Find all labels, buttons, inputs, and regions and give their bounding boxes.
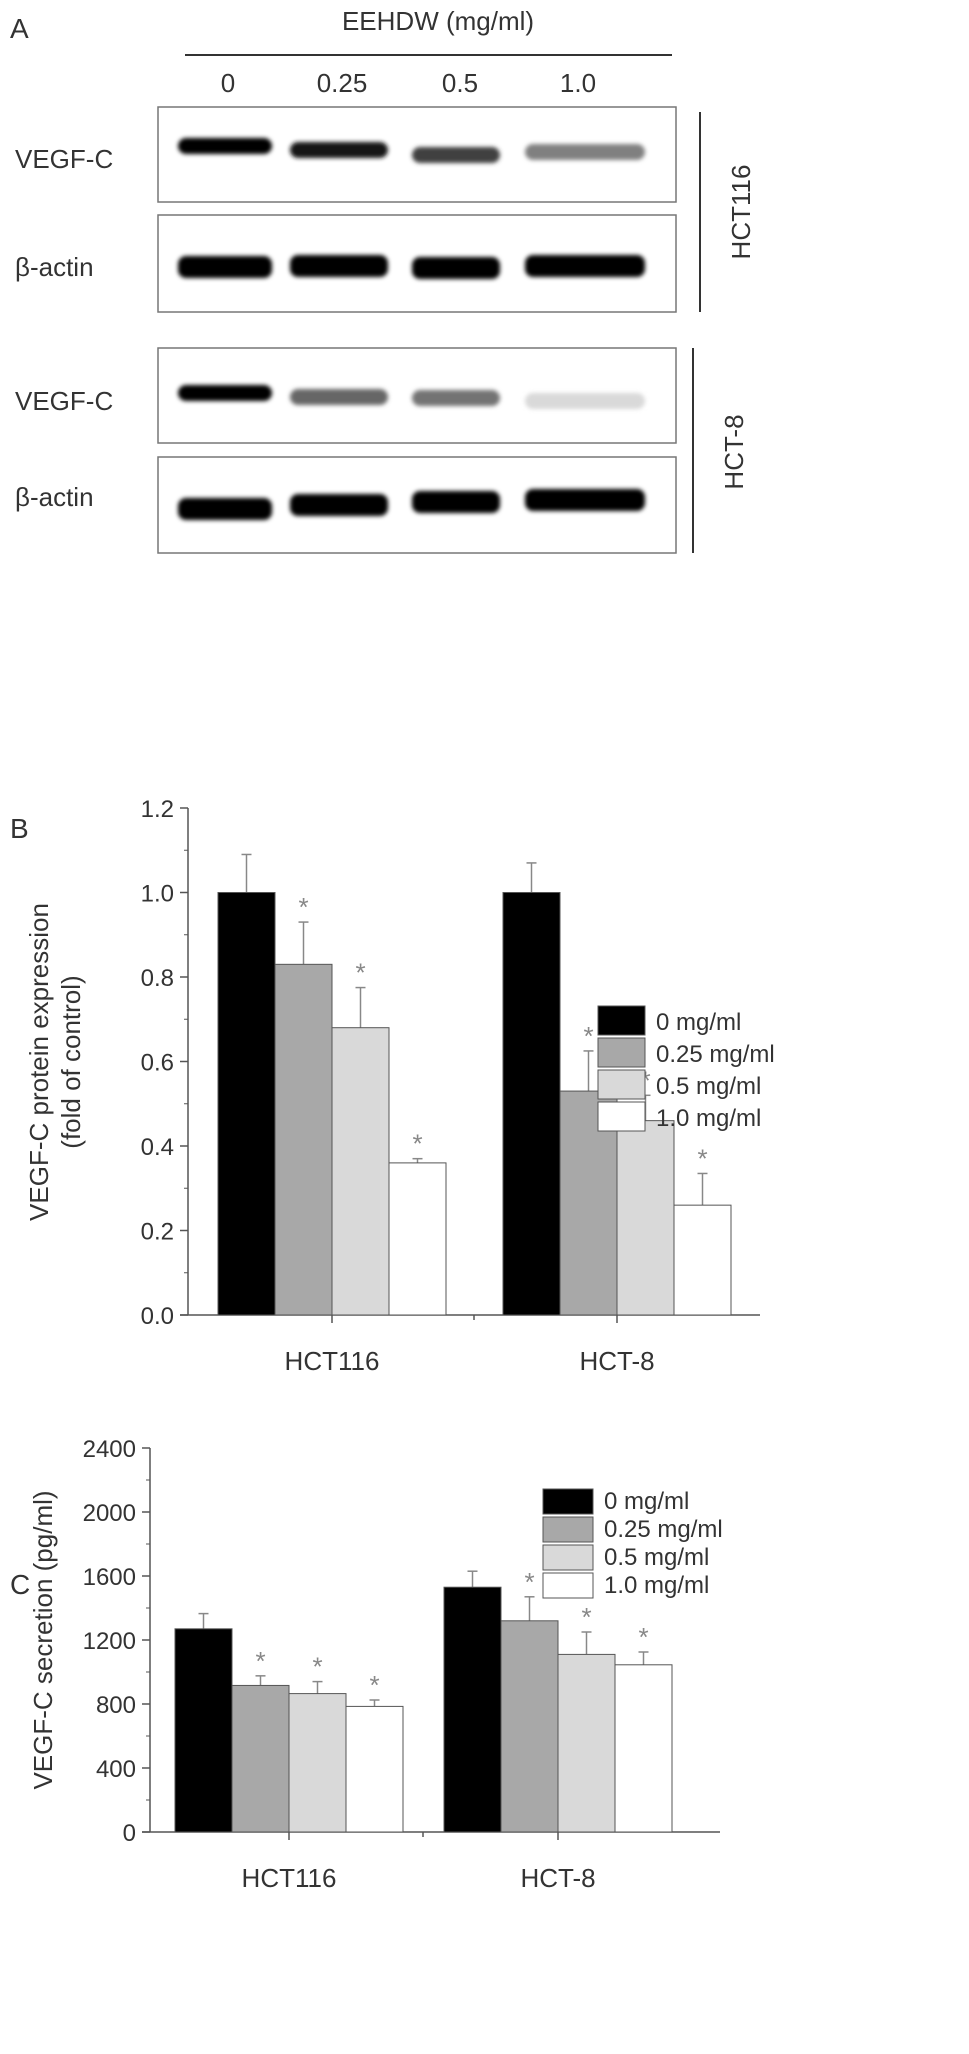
protein-band xyxy=(178,256,272,278)
significance-asterisk: * xyxy=(638,1622,648,1652)
bar xyxy=(616,1120,675,1316)
y-axis-label: VEGF-C protein expression xyxy=(24,903,54,1221)
protein-band xyxy=(412,257,500,279)
legend-label: 0.25 mg/ml xyxy=(656,1041,775,1068)
significance-asterisk: * xyxy=(583,1021,593,1051)
bar xyxy=(174,1628,233,1833)
legend-swatch xyxy=(542,1516,594,1543)
protein-band xyxy=(525,489,645,511)
legend-swatch xyxy=(542,1544,594,1571)
legend-label: 0.5 mg/ml xyxy=(604,1544,709,1571)
bar xyxy=(500,1620,559,1833)
bar xyxy=(557,1653,616,1833)
panel-a-western-blot: A EEHDW (mg/ml) 0 0.25 0.5 1.0 VEGF-C β-a… xyxy=(10,6,756,554)
legend-swatch xyxy=(597,1069,646,1100)
cell-line-label: HCT116 xyxy=(726,165,756,260)
legend-swatch xyxy=(597,1101,646,1132)
significance-asterisk: * xyxy=(524,1567,534,1597)
legend-label: 1.0 mg/ml xyxy=(656,1105,761,1132)
y-tick-label: 400 xyxy=(96,1756,136,1783)
significance-asterisk: * xyxy=(255,1646,265,1676)
protein-band xyxy=(290,494,388,516)
legend-label: 0.5 mg/ml xyxy=(656,1073,761,1100)
protein-band xyxy=(290,389,388,405)
y-tick-label: 0.4 xyxy=(141,1134,174,1161)
legend-swatch xyxy=(542,1488,594,1515)
y-tick-label: 0.2 xyxy=(141,1219,174,1246)
blot-label: VEGF-C xyxy=(15,386,113,416)
y-tick-label: 1200 xyxy=(83,1628,136,1655)
panel-b-protein-expression-chart: B 0.0 0.2 0.4 0.6 0.8 1.0 1.2 VEGF-C protein exp… xyxy=(10,796,775,1376)
panel-label-a: A xyxy=(10,13,29,44)
x-tick-label: HCT116 xyxy=(242,1863,337,1893)
bar xyxy=(217,892,276,1316)
y-tick-label: 2000 xyxy=(83,1500,136,1527)
legend-swatch xyxy=(542,1572,594,1599)
panel-c-secretion-chart: C 0 400 800 1200 1600 2000 2400 VEGF-C secretion… xyxy=(10,1436,723,1893)
bar xyxy=(231,1684,290,1833)
significance-asterisk: * xyxy=(369,1670,379,1700)
y-tick-label: 1.2 xyxy=(141,796,174,823)
protein-band xyxy=(178,385,272,401)
significance-asterisk: * xyxy=(355,958,365,988)
legend-swatch xyxy=(597,1037,646,1068)
legend-label: 0.25 mg/ml xyxy=(604,1516,723,1543)
x-tick-label: HCT-8 xyxy=(579,1346,654,1376)
bar xyxy=(331,1027,390,1316)
dose-label: 0.25 xyxy=(317,68,368,98)
protein-band xyxy=(412,491,500,513)
y-tick-label: 800 xyxy=(96,1692,136,1719)
y-axis-label: VEGF-C secretion (pg/ml) xyxy=(28,1490,58,1789)
bar xyxy=(443,1586,502,1833)
protein-band xyxy=(412,147,500,163)
dose-label: 0 xyxy=(221,68,235,98)
significance-asterisk: * xyxy=(298,892,308,922)
dose-label: 0.5 xyxy=(442,68,478,98)
y-tick-label: 0.0 xyxy=(141,1303,174,1330)
bar xyxy=(614,1664,673,1833)
protein-band xyxy=(525,393,645,409)
dose-label: 1.0 xyxy=(560,68,596,98)
protein-band xyxy=(412,390,500,406)
y-axis-label-2: (fold of control) xyxy=(56,975,86,1148)
x-tick-label: HCT116 xyxy=(285,1346,380,1376)
bar xyxy=(388,1162,447,1316)
significance-asterisk: * xyxy=(581,1602,591,1632)
legend-label: 0 mg/ml xyxy=(656,1009,741,1036)
bar xyxy=(274,963,333,1316)
blot-label: VEGF-C xyxy=(15,144,113,174)
bar xyxy=(345,1705,404,1833)
protein-band xyxy=(178,498,272,520)
significance-asterisk: * xyxy=(312,1652,322,1682)
blot-label: β-actin xyxy=(15,482,94,512)
blot-label: β-actin xyxy=(15,252,94,282)
cell-line-label: HCT-8 xyxy=(719,414,749,489)
panel-label: C xyxy=(10,1569,30,1600)
bar xyxy=(502,892,561,1316)
y-tick-label: 1.0 xyxy=(141,881,174,908)
treatment-title: EEHDW (mg/ml) xyxy=(342,6,534,36)
x-tick-label: HCT-8 xyxy=(520,1863,595,1893)
y-tick-label: 0 xyxy=(123,1820,136,1847)
significance-asterisk: * xyxy=(697,1143,707,1173)
y-tick-label: 2400 xyxy=(83,1436,136,1463)
protein-band xyxy=(290,142,388,158)
protein-band xyxy=(290,255,388,277)
y-tick-label: 1600 xyxy=(83,1564,136,1591)
y-tick-label: 0.6 xyxy=(141,1050,174,1077)
y-tick-label: 0.8 xyxy=(141,965,174,992)
legend-swatch xyxy=(597,1005,646,1036)
bar xyxy=(673,1204,732,1316)
bar xyxy=(288,1693,347,1833)
legend-label: 0 mg/ml xyxy=(604,1488,689,1515)
panel-label: B xyxy=(10,813,29,844)
legend-label: 1.0 mg/ml xyxy=(604,1572,709,1599)
blot-group: VEGF-C β-actin VEGF-C β-actin HCT116 HCT-8 xyxy=(15,106,756,554)
protein-band xyxy=(178,138,272,154)
protein-band xyxy=(525,255,645,277)
protein-band xyxy=(525,144,645,160)
significance-asterisk: * xyxy=(412,1129,422,1159)
